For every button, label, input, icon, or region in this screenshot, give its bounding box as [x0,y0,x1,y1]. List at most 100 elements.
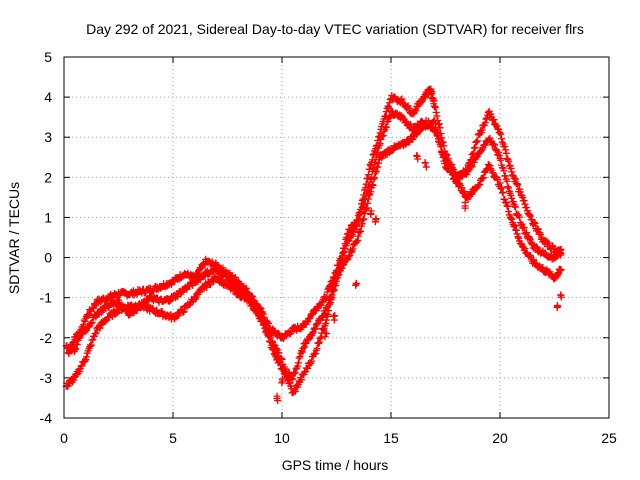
data-point [522,204,530,212]
data-point [473,138,481,146]
data-point [511,202,519,210]
data-point [539,264,547,272]
data-point [405,104,413,112]
data-point [422,163,430,171]
data-point [473,137,481,145]
data-point [498,184,506,192]
x-axis-title: GPS time / hours [282,457,389,473]
data-point [467,190,475,198]
data-point [442,150,450,158]
data-point [364,171,372,179]
data-point [512,175,520,183]
data-point [315,339,323,347]
data-point [81,357,89,365]
data-point [382,108,390,116]
data-point [259,314,267,322]
data-point [323,303,331,311]
data-point [387,107,395,115]
data-point [505,207,513,215]
y-tick-label: 1 [44,209,52,225]
y-tick-label: 0 [44,250,52,266]
data-point [328,291,336,299]
data-point [374,163,382,171]
data-point [358,220,366,228]
data-point [81,318,89,326]
data-point [290,370,298,378]
data-point [398,95,406,103]
x-tick-label: 0 [60,430,68,446]
data-point [432,108,440,116]
x-tick-label: 5 [169,430,177,446]
data-point [273,394,281,402]
data-point [137,303,145,311]
data-point [371,174,379,182]
data-point [324,302,332,310]
data-point [441,160,449,168]
data-point [343,230,351,238]
data-point [341,240,349,248]
data-point [478,126,486,134]
data-point [399,98,407,106]
x-tick-label: 15 [383,430,399,446]
data-point [301,343,309,351]
y-axis-ticks: -4 -3 -2 -1 0 1 2 3 4 5 [40,49,609,426]
data-point [268,342,276,350]
data-point [266,338,274,346]
data-point [90,304,98,312]
data-point [285,373,293,381]
data-point [491,141,499,149]
data-point [505,184,513,192]
data-point [517,240,525,248]
data-point [467,156,475,164]
data-point [275,349,283,357]
data-point [526,211,534,219]
data-point [433,112,441,120]
data-point [340,244,348,252]
data-point [511,222,519,230]
data-point [316,335,324,343]
data-point [501,143,509,151]
data-point [308,330,316,338]
data-point [385,103,393,111]
data-points [62,85,565,405]
data-point [294,359,302,367]
data-point [431,102,439,110]
data-point [291,388,299,396]
data-point [521,245,529,253]
data-point [481,119,489,127]
data-point [515,213,523,221]
data-point [434,129,442,137]
data-point [86,341,94,349]
data-point [349,245,357,253]
data-point [478,145,486,153]
data-point [269,346,277,354]
y-tick-label: -2 [40,330,53,346]
data-point [355,229,363,237]
data-point [225,273,233,281]
data-point [359,195,367,203]
data-point [369,181,377,189]
y-axis-title: SDTVAR / TECUs [6,182,22,294]
data-point [334,271,342,279]
data-point [417,126,425,134]
data-point [298,348,306,356]
data-point [357,205,365,213]
data-point [180,308,188,316]
data-point [329,287,337,295]
data-point [505,157,513,165]
data-point [371,169,379,177]
series-track-a [62,107,565,356]
data-point [264,331,272,339]
data-point [434,116,442,124]
y-tick-label: 3 [44,129,52,145]
data-point [455,183,463,191]
data-point [497,130,505,138]
data-point [439,138,447,146]
series-track-d [273,152,565,405]
data-point [526,212,534,220]
data-point [516,219,524,227]
data-point [336,261,344,269]
data-point [526,236,534,244]
data-point [499,188,507,196]
